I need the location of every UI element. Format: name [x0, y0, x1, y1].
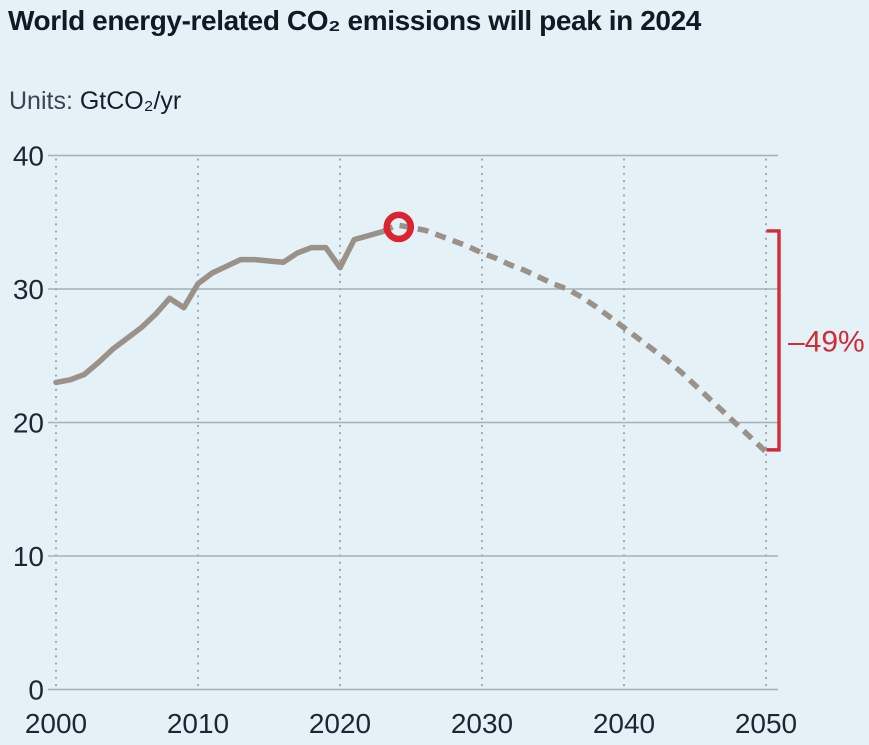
decline-bracket-label: –49%: [788, 325, 865, 358]
x-tick-label-2000: 2000: [25, 708, 87, 739]
peak-marker-ring-icon: [383, 211, 415, 243]
y-tick-label-10: 10: [13, 541, 44, 572]
y-tick-label-40: 40: [13, 141, 44, 172]
x-tick-label-2050: 2050: [735, 708, 797, 739]
x-tick-label-2040: 2040: [593, 708, 655, 739]
units-label: Units: GtCO₂/yr: [9, 87, 181, 116]
decline-bracket: [766, 229, 781, 452]
series-line-historical-emissions: [53, 228, 386, 386]
y-tick-label-30: 30: [13, 274, 44, 305]
x-tick-label-2020: 2020: [309, 708, 371, 739]
units-prefix: Units:: [9, 87, 73, 115]
series-line-forecast-emissions: [381, 222, 768, 454]
units-value: GtCO₂/yr: [79, 87, 182, 115]
chart-title: World energy-related CO₂ emissions will …: [8, 5, 701, 36]
y-tick-label-0: 0: [28, 675, 44, 706]
x-tick-label-2030: 2030: [451, 708, 513, 739]
y-tick-label-20: 20: [13, 408, 44, 439]
x-tick-label-2010: 2010: [167, 708, 229, 739]
